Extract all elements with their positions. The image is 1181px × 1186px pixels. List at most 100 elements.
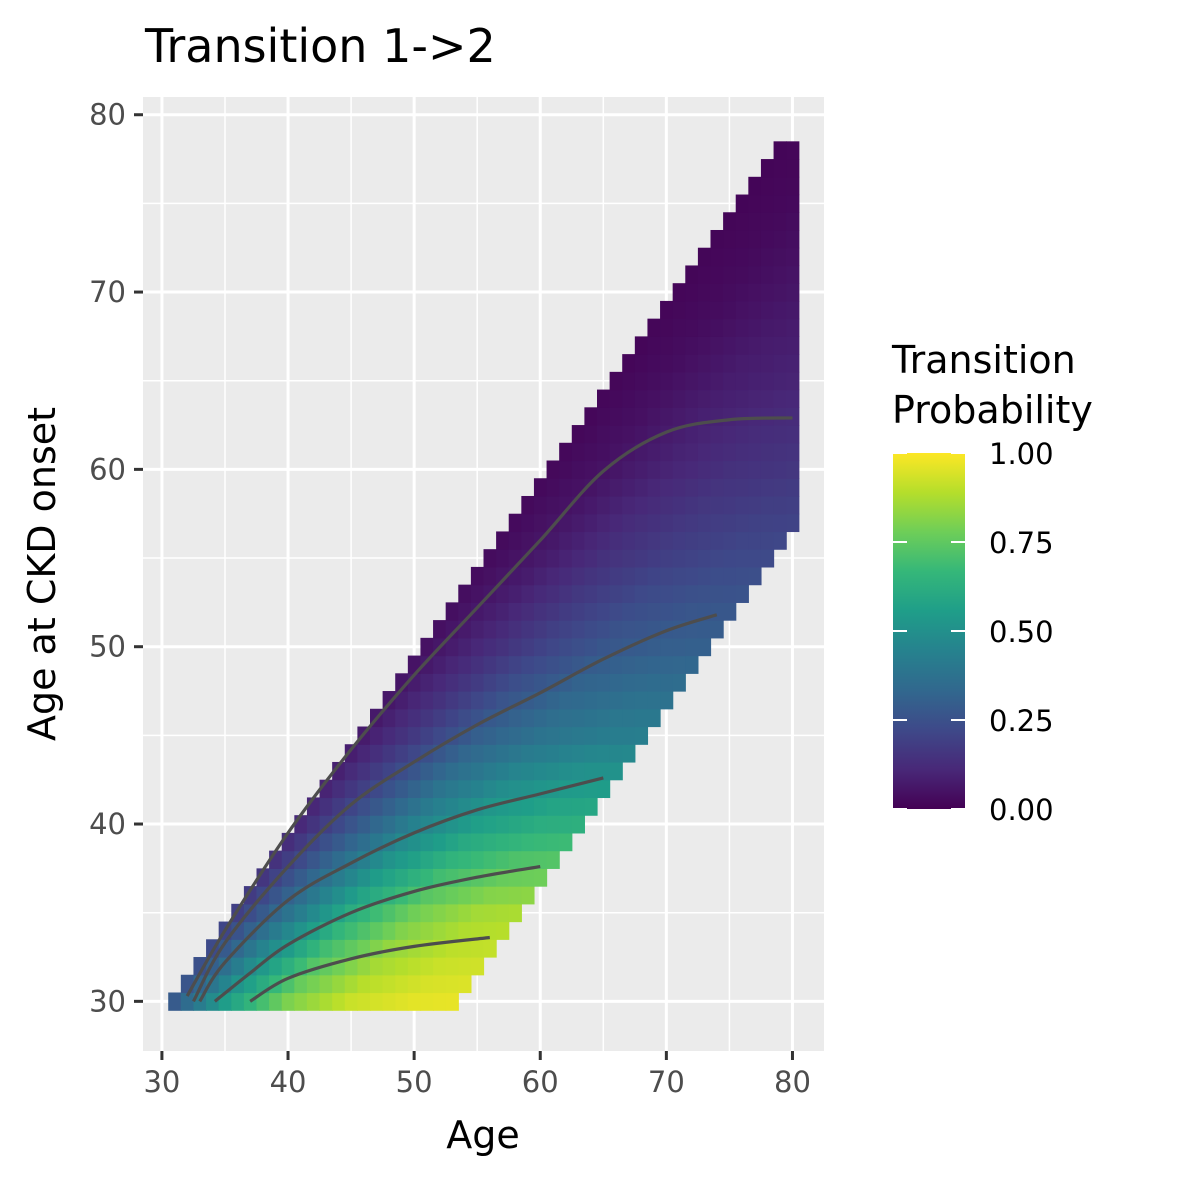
heatmap-tile bbox=[571, 531, 585, 550]
heatmap-tile bbox=[294, 903, 308, 923]
heatmap-tile bbox=[407, 868, 422, 887]
heatmap-tile bbox=[546, 832, 560, 852]
heatmap-tile bbox=[622, 425, 636, 444]
heatmap-tile bbox=[521, 797, 535, 816]
heatmap-tile bbox=[685, 655, 699, 674]
heatmap-tile bbox=[470, 850, 485, 869]
heatmap-tile bbox=[458, 868, 472, 887]
heatmap-tile bbox=[584, 566, 598, 586]
heatmap-tile bbox=[748, 194, 762, 213]
heatmap-tile bbox=[660, 673, 674, 692]
heatmap-tile bbox=[609, 655, 623, 674]
heatmap-tile bbox=[786, 389, 800, 408]
heatmap-tile bbox=[710, 602, 724, 621]
heatmap-tile bbox=[395, 992, 409, 1011]
heatmap-tile bbox=[294, 832, 308, 852]
heatmap-tile bbox=[533, 655, 548, 674]
heatmap-tile bbox=[697, 566, 712, 586]
heatmap-tile bbox=[609, 691, 623, 710]
heatmap-tile bbox=[382, 850, 396, 869]
heatmap-tile bbox=[710, 371, 724, 391]
heatmap-tile bbox=[546, 620, 560, 639]
heatmap-tile bbox=[685, 602, 699, 621]
heatmap-tile bbox=[508, 708, 522, 728]
heatmap-tile bbox=[521, 868, 535, 887]
heatmap-tile bbox=[735, 212, 749, 231]
legend-tick-label: 1.00 bbox=[989, 437, 1054, 471]
heatmap-tile bbox=[533, 850, 548, 869]
heatmap-tile bbox=[546, 460, 560, 479]
heatmap-tile bbox=[597, 726, 611, 745]
heatmap-tile bbox=[370, 903, 384, 923]
heatmap-tile bbox=[773, 425, 787, 444]
heatmap-tile bbox=[407, 974, 422, 994]
heatmap-tile bbox=[571, 584, 585, 603]
heatmap-tile bbox=[546, 779, 560, 799]
heatmap-tile bbox=[407, 708, 422, 728]
heatmap-tile bbox=[521, 531, 535, 550]
heatmap-tile bbox=[773, 531, 787, 550]
heatmap-tile bbox=[496, 691, 510, 710]
contour-line bbox=[185, 416, 793, 997]
heatmap-tile bbox=[571, 815, 585, 834]
heatmap-tile bbox=[357, 744, 371, 763]
heatmap-tile bbox=[433, 726, 447, 745]
heatmap-tile bbox=[748, 478, 762, 497]
heatmap-tile bbox=[672, 655, 686, 674]
heatmap-tile bbox=[660, 460, 674, 479]
heatmap-tile bbox=[634, 389, 649, 408]
heatmap-tile bbox=[748, 318, 762, 337]
heatmap-tile bbox=[710, 354, 724, 373]
heatmap-tile bbox=[697, 354, 712, 373]
heatmap-tile bbox=[634, 602, 649, 621]
heatmap-tile bbox=[723, 283, 737, 302]
heatmap-tile bbox=[571, 726, 585, 745]
heatmap-tile bbox=[559, 531, 573, 550]
heatmap-tile bbox=[357, 797, 371, 816]
heatmap-tile bbox=[697, 265, 712, 284]
heatmap-tile bbox=[395, 797, 409, 816]
heatmap-tile bbox=[496, 850, 510, 869]
heatmap-tile bbox=[521, 761, 535, 781]
heatmap-tile bbox=[697, 389, 712, 408]
heatmap-tile bbox=[584, 602, 598, 621]
heatmap-tile bbox=[622, 708, 636, 728]
heatmap-tile bbox=[685, 549, 699, 568]
heatmap-tile bbox=[395, 974, 409, 994]
heatmap-tile bbox=[546, 726, 560, 745]
heatmap-tile bbox=[559, 602, 573, 621]
heatmap-tile bbox=[735, 354, 749, 373]
heatmap-tile bbox=[269, 921, 283, 940]
x-tick-label: 40 bbox=[270, 1065, 307, 1099]
heatmap-tile bbox=[647, 708, 661, 728]
heatmap-tile bbox=[433, 708, 447, 728]
heatmap-tile bbox=[496, 921, 510, 940]
heatmap-tile bbox=[571, 460, 585, 479]
heatmap-tile bbox=[508, 726, 522, 745]
heatmap-tile bbox=[622, 744, 636, 763]
heatmap-tile bbox=[470, 620, 485, 639]
heatmap-tile bbox=[319, 974, 333, 994]
heatmap-tile bbox=[622, 673, 636, 692]
heatmap-tile bbox=[697, 371, 712, 391]
heatmap-tile bbox=[243, 921, 258, 940]
heatmap-tile bbox=[458, 779, 472, 799]
heatmap-tile bbox=[533, 495, 548, 515]
heatmap-tile bbox=[458, 939, 472, 958]
heatmap-tile bbox=[344, 992, 358, 1011]
x-tick-label: 70 bbox=[648, 1065, 685, 1099]
heatmap-tile bbox=[672, 584, 686, 603]
heatmap-tile bbox=[521, 886, 535, 905]
heatmap-tile bbox=[420, 655, 434, 674]
heatmap-tile bbox=[382, 921, 396, 940]
heatmap-tile bbox=[597, 495, 611, 515]
heatmap-tile bbox=[773, 159, 787, 178]
heatmap-tile bbox=[723, 566, 737, 586]
heatmap-tile bbox=[458, 691, 472, 710]
heatmap-tile bbox=[521, 832, 535, 852]
heatmap-tile bbox=[370, 761, 384, 781]
heatmap-tile bbox=[433, 673, 447, 692]
heatmap-tile bbox=[647, 407, 661, 426]
heatmap-tile bbox=[735, 460, 749, 479]
heatmap-tile bbox=[357, 761, 371, 781]
